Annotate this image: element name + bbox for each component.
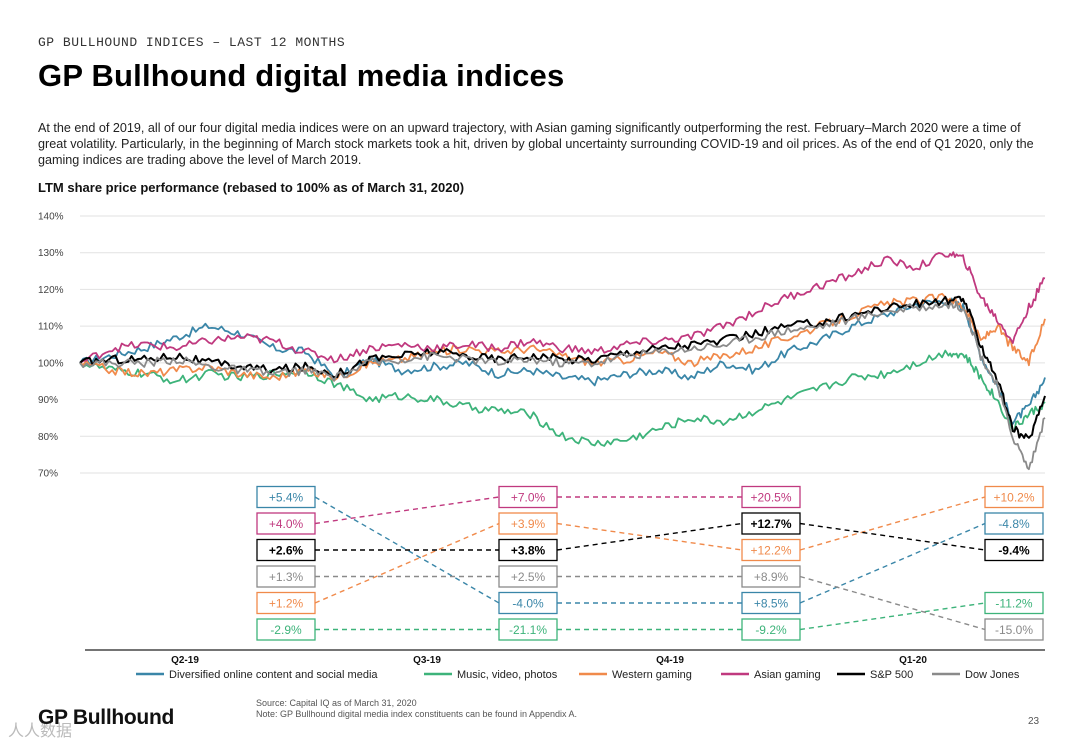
connector-line [314, 522, 500, 604]
value-label: +4.0% [269, 517, 304, 531]
chart-title: LTM share price performance (rebased to … [38, 180, 465, 195]
y-tick-label: 110% [38, 322, 63, 333]
y-tick-label: 130% [38, 248, 64, 259]
value-box [256, 538, 316, 562]
value-label: +12.7% [750, 517, 791, 531]
value-label: +8.5% [754, 597, 789, 611]
legend-label: Asian gaming [754, 669, 821, 681]
connector-line [799, 522, 986, 604]
value-box [256, 618, 316, 641]
eyebrow: GP BULLHOUND INDICES – LAST 12 MONTHS [38, 35, 346, 50]
legend-label: Western gaming [612, 669, 692, 681]
value-label: -4.8% [998, 517, 1030, 531]
y-tick-label: 80% [38, 432, 58, 443]
quarter-label: Q3-19 [413, 655, 441, 666]
value-box [498, 538, 558, 562]
legend-label: Music, video, photos [457, 669, 558, 681]
value-label: +5.4% [269, 491, 304, 505]
page-number: 23 [1028, 716, 1040, 727]
value-label: -9.4% [998, 544, 1030, 558]
legend-label: S&P 500 [870, 669, 913, 681]
value-box [256, 512, 316, 535]
value-box [498, 485, 558, 509]
intro-paragraph: At the end of 2019, all of our four digi… [38, 121, 1034, 167]
value-box [741, 538, 801, 562]
value-label: +12.2% [750, 544, 791, 558]
connector-line [799, 575, 986, 631]
value-box [498, 565, 558, 588]
value-label: -11.2% [995, 597, 1032, 611]
value-box [256, 485, 316, 509]
value-label: +1.2% [269, 597, 304, 611]
connector-line [799, 496, 986, 551]
watermark: 人人数据 [8, 723, 73, 740]
logo: GP Bullhound [38, 706, 174, 729]
y-tick-label: 140% [38, 212, 64, 223]
value-box [741, 485, 801, 509]
value-label: +3.8% [511, 544, 546, 558]
value-label: +7.0% [511, 491, 546, 505]
connector-line [799, 602, 986, 631]
value-label: +3.9% [511, 517, 546, 531]
value-label: -21.1% [509, 623, 547, 637]
quarter-label: Q2-19 [171, 655, 199, 666]
value-label: -15.0% [995, 623, 1033, 637]
connector-line [556, 522, 743, 551]
footer-source: Source: Capital IQ as of March 31, 2020 … [256, 698, 577, 720]
value-label: +10.2% [993, 491, 1034, 505]
value-box [984, 591, 1044, 615]
connector-line [314, 496, 500, 525]
value-box [498, 591, 558, 615]
value-box [498, 618, 558, 641]
y-tick-label: 90% [38, 395, 58, 406]
value-label: +20.5% [750, 491, 791, 505]
value-box [984, 538, 1044, 562]
series-line-3 [79, 251, 1046, 364]
quarter-label: Q1-20 [899, 655, 927, 666]
value-box [984, 618, 1044, 641]
value-box [741, 591, 801, 615]
value-label: -2.9% [270, 623, 302, 637]
y-tick-label: 100% [38, 358, 64, 369]
value-box [256, 591, 316, 615]
value-label: +2.5% [511, 570, 546, 584]
value-label: +2.6% [269, 544, 304, 558]
value-box [498, 512, 558, 535]
legend-label: Diversified online content and social me… [169, 669, 378, 681]
quarter-label: Q4-19 [656, 655, 684, 666]
value-label: -9.2% [755, 623, 787, 637]
connector-line [799, 522, 986, 551]
series-line-5 [79, 301, 1046, 471]
value-box [256, 565, 316, 588]
source-text: Source: Capital IQ as of March 31, 2020 [256, 698, 417, 708]
value-label: -4.0% [512, 597, 544, 611]
value-label: +8.9% [754, 570, 789, 584]
value-box [741, 618, 801, 641]
legend-label: Dow Jones [965, 669, 1020, 681]
note-text: Note: GP Bullhound digital media index c… [256, 709, 578, 719]
value-box [741, 512, 801, 535]
value-box [984, 485, 1044, 509]
value-box [741, 565, 801, 588]
y-tick-label: 70% [38, 469, 58, 480]
page-title: GP Bullhound digital media indices [38, 58, 565, 93]
value-box [984, 512, 1044, 535]
y-tick-label: 120% [38, 285, 64, 296]
value-label: +1.3% [269, 570, 304, 584]
series-line-4 [79, 295, 1046, 439]
